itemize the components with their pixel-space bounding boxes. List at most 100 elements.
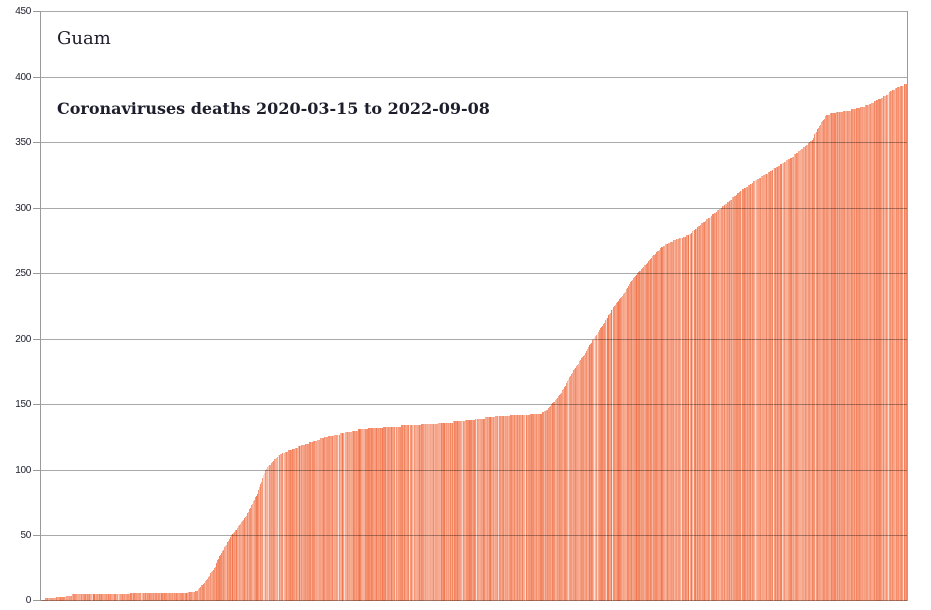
bar [846, 110, 849, 601]
bar [201, 585, 203, 601]
bar [270, 463, 273, 601]
bar [471, 420, 473, 601]
bar [275, 458, 278, 601]
bar [209, 573, 212, 601]
bar [171, 593, 174, 601]
bar [254, 497, 257, 601]
bar [431, 424, 433, 601]
bar [384, 426, 386, 601]
bar [65, 595, 68, 601]
bar [902, 85, 904, 601]
bar [811, 139, 814, 601]
bar [901, 85, 903, 601]
bar [505, 416, 507, 601]
bar [698, 226, 700, 601]
bar [623, 292, 626, 601]
bar [624, 291, 627, 601]
bar [487, 417, 489, 601]
bar [67, 595, 70, 601]
bar [268, 464, 271, 601]
bar [170, 593, 173, 601]
bar [765, 173, 768, 601]
bar [356, 430, 359, 601]
bar [700, 224, 702, 601]
bar [243, 519, 245, 601]
bar [859, 108, 861, 601]
bar [412, 425, 414, 601]
bar [885, 96, 887, 601]
bar [262, 477, 264, 601]
bar [778, 165, 780, 601]
bar [786, 160, 789, 601]
bar [228, 539, 231, 601]
bar [630, 282, 632, 601]
bar [760, 177, 762, 601]
bar [470, 420, 472, 601]
bar [429, 424, 431, 601]
bar [375, 427, 378, 601]
y-axis-tick [33, 208, 41, 209]
bar [473, 420, 475, 601]
bar [515, 414, 517, 601]
bar [139, 593, 141, 601]
bar [214, 566, 217, 601]
bar [645, 264, 648, 601]
bar [604, 320, 607, 601]
bar [54, 598, 56, 601]
bar [740, 190, 742, 601]
bar [650, 258, 652, 601]
bar [168, 593, 171, 601]
bar [458, 421, 461, 601]
bar [350, 431, 352, 601]
bar [350, 431, 353, 601]
bar [58, 597, 60, 601]
bar [199, 587, 201, 601]
bar [113, 594, 115, 601]
bar [833, 113, 836, 601]
gridline [41, 11, 907, 12]
bar [53, 598, 55, 601]
bar [141, 593, 143, 601]
y-axis-tick [33, 535, 41, 536]
bar [809, 140, 812, 601]
bar [713, 214, 715, 601]
bar [873, 101, 876, 601]
bar [519, 414, 522, 601]
bar [766, 173, 769, 601]
bar [381, 427, 383, 601]
bar [409, 425, 411, 601]
bar [135, 593, 137, 601]
bar [482, 418, 485, 601]
bar [93, 594, 95, 601]
bar [608, 315, 610, 601]
bar [791, 156, 794, 601]
bar [715, 212, 717, 601]
bar [84, 594, 87, 601]
bar [108, 594, 111, 601]
bar [187, 591, 190, 601]
bar [515, 414, 518, 601]
bar [494, 416, 497, 601]
bar [514, 414, 516, 601]
bar [829, 113, 832, 601]
chart-title: Guam [57, 28, 111, 49]
bar [304, 444, 306, 601]
bar [210, 572, 213, 601]
bar [151, 593, 154, 601]
bar [865, 105, 868, 601]
bar [496, 416, 499, 601]
bar [810, 140, 813, 601]
bar [602, 324, 605, 601]
bar [377, 427, 380, 601]
bar [255, 496, 258, 601]
bar [507, 416, 509, 601]
bar [311, 442, 314, 601]
bar [46, 598, 49, 601]
bar [635, 275, 637, 601]
bar [804, 147, 806, 601]
gridline [41, 142, 907, 143]
bar [827, 114, 830, 601]
bar [486, 417, 488, 601]
bar [323, 438, 325, 601]
bar [51, 598, 53, 601]
